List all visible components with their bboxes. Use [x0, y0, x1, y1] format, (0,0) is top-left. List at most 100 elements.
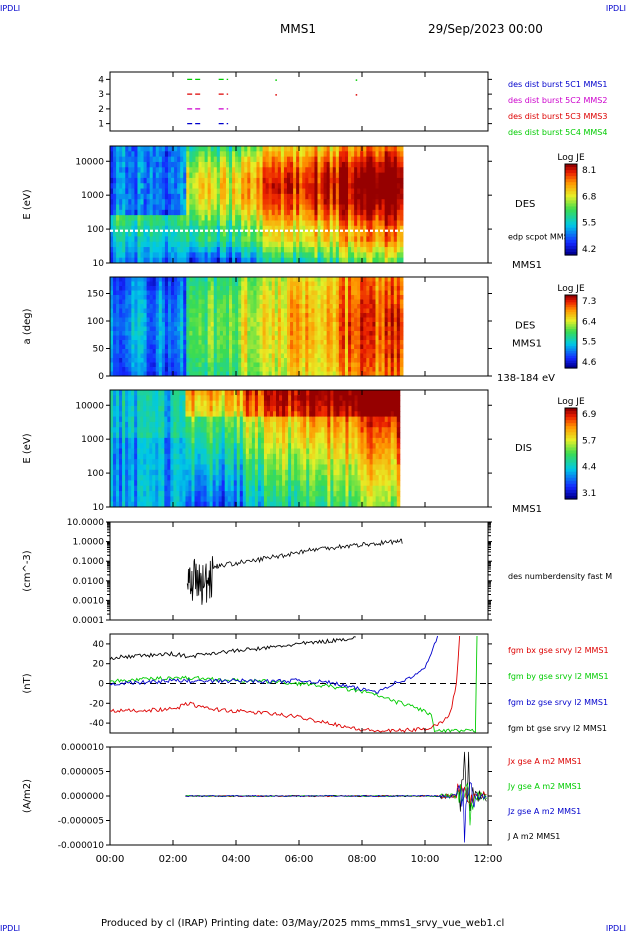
des-pitch-cell: [192, 362, 196, 368]
des-energy-cell: [268, 257, 273, 264]
des-energy-cell: [274, 183, 279, 190]
dis-energy-cell: [125, 432, 129, 439]
des-pitch-cell: [335, 353, 340, 359]
des-pitch-cell: [174, 344, 178, 350]
dis-energy-cell: [134, 485, 138, 492]
des-energy-cell: [204, 167, 209, 174]
des-energy-cell: [390, 204, 395, 211]
dis-energy-cell: [119, 400, 123, 407]
des-energy-cell: [244, 247, 248, 253]
des-pitch-cell: [161, 322, 166, 327]
des-pitch-cell: [314, 353, 319, 359]
des-energy-cell: [238, 247, 242, 253]
des-energy-cell: [332, 231, 337, 237]
des-pitch-cell: [210, 344, 215, 350]
des-energy-cell: [122, 231, 126, 237]
des-energy-cell: [143, 236, 148, 243]
des-energy-cell: [323, 199, 328, 205]
des-energy-cell: [110, 188, 114, 195]
dis-energy-cell: [113, 437, 117, 444]
des-energy-cell: [283, 146, 288, 152]
des-energy-cell: [308, 220, 312, 227]
dis-energy-cell: [179, 416, 183, 423]
des-pitch-colorbar-cell-22: [565, 348, 577, 352]
des-pitch-cell: [241, 340, 245, 345]
des-energy-cell: [259, 220, 264, 227]
des-pitch-cell: [351, 308, 355, 314]
des-energy-cell: [134, 257, 138, 264]
des-pitch-cell: [344, 340, 349, 345]
des-energy-cell: [305, 183, 309, 190]
des-pitch-cell: [375, 308, 380, 314]
des-energy-cell: [375, 167, 380, 174]
des-energy-cell: [265, 167, 270, 174]
des-pitch-cell: [149, 344, 154, 350]
des-pitch-cell: [183, 358, 187, 363]
des-energy-cell: [171, 231, 175, 237]
des-energy-cell: [390, 209, 395, 216]
dis-energy-cell: [149, 427, 153, 434]
des-energy-cell: [311, 220, 315, 227]
des-pitch-cell: [348, 353, 352, 359]
des-pitch-cell: [119, 304, 123, 309]
des-energy-cell: [152, 231, 157, 237]
des-energy-cell: [253, 209, 257, 216]
dis-energy-cell: [146, 469, 150, 476]
des-pitch-cell: [323, 335, 328, 341]
dis-energy-cell: [161, 390, 165, 396]
des-energy-cell: [207, 209, 212, 216]
des-energy-cell: [369, 193, 373, 200]
des-energy-cell: [335, 161, 340, 168]
des-energy-cell: [204, 188, 209, 195]
des-energy-cell: [274, 193, 279, 200]
des-energy-cell: [280, 188, 285, 195]
des-energy-cell: [207, 215, 212, 221]
des-pitch-cell: [222, 371, 227, 377]
des-energy-cell: [116, 209, 120, 216]
dis-energy-cell: [152, 421, 156, 428]
des-energy-cell: [280, 225, 285, 232]
des-pitch-cell: [149, 340, 154, 345]
des-energy-cell: [277, 241, 282, 248]
des-energy-cell: [131, 236, 135, 243]
dis-energy-cell: [176, 475, 180, 481]
des-energy-cell: [161, 167, 166, 174]
des-energy-cell: [387, 177, 392, 184]
des-pitch-cell: [366, 340, 370, 345]
des-pitch-cell: [314, 308, 319, 314]
des-pitch-cell: [134, 331, 138, 336]
des-pitch-cell: [110, 313, 114, 318]
des-pitch-cell: [341, 308, 346, 314]
des-pitch-cell: [146, 358, 151, 363]
des-energy-cell: [146, 252, 151, 259]
des-energy-cell: [201, 231, 206, 237]
des-pitch-cell: [274, 286, 279, 291]
des-pitch-cell: [357, 326, 361, 332]
des-pitch-cell: [311, 299, 315, 305]
des-pitch-cell: [314, 295, 319, 300]
des-pitch-cell: [180, 317, 184, 323]
des-pitch-cell: [366, 326, 370, 332]
dis-energy-cell: [149, 390, 153, 396]
des-energy-colorbar-title: Log JE: [557, 153, 585, 163]
des-energy-cell: [256, 236, 261, 243]
des-energy-cell: [119, 156, 123, 163]
des-energy-cell: [146, 204, 151, 211]
des-pitch-cell: [265, 335, 270, 341]
des-energy-cell: [161, 209, 166, 216]
des-energy-cell: [256, 167, 261, 174]
des-energy-cell: [290, 247, 294, 253]
des-energy-cell: [198, 252, 203, 259]
des-energy-cell: [354, 220, 358, 227]
des-pitch-cell: [149, 299, 154, 305]
dis-energy-cell: [113, 459, 117, 465]
des-pitch-cell: [366, 281, 370, 287]
des-energy-cell: [146, 188, 151, 195]
des-pitch-cell: [369, 335, 373, 341]
des-energy-cell: [192, 247, 196, 253]
dis-energy-cell: [179, 390, 183, 396]
des-pitch-cell: [268, 362, 273, 368]
des-pitch-cell: [360, 331, 364, 336]
des-energy-cell: [302, 204, 306, 211]
des-energy-cell: [286, 204, 291, 211]
